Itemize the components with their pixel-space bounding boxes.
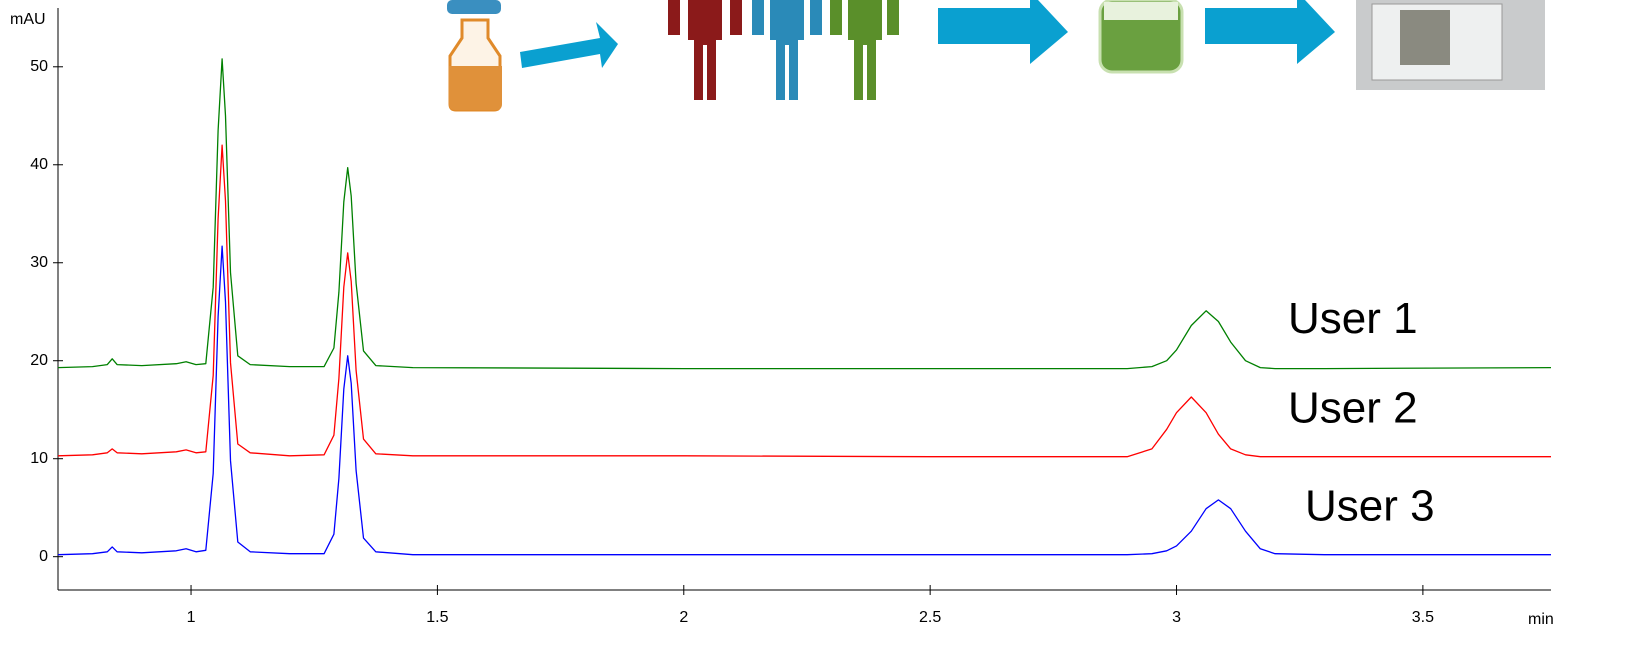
series-label: User 1 <box>1288 294 1418 343</box>
series-line <box>57 58 1552 370</box>
y-tick-label: 50 <box>30 58 48 75</box>
x-tick-label: 1 <box>187 609 196 626</box>
y-tick-label: 20 <box>30 352 48 369</box>
y-tick-label: 0 <box>39 548 48 565</box>
arrow <box>520 22 618 68</box>
x-tick-label: 1.5 <box>426 609 448 626</box>
series-line <box>57 245 1551 556</box>
series-line <box>57 144 1551 458</box>
arrow <box>1205 0 1335 64</box>
arms-green <box>830 0 899 35</box>
x-axis-label: min <box>1528 611 1554 628</box>
x-tick-label: 3 <box>1172 609 1181 626</box>
x-tick-label: 2 <box>679 609 688 626</box>
y-tick-label: 30 <box>30 254 48 271</box>
arrow <box>938 0 1068 64</box>
x-tick-label: 3.5 <box>1412 609 1434 626</box>
instrument-part <box>1400 10 1450 65</box>
bottle-blue <box>447 0 501 14</box>
arms-blue <box>752 0 822 35</box>
person-blue <box>770 0 804 100</box>
bottle-liquid <box>449 66 502 110</box>
y-axis-label: mAU <box>10 11 46 28</box>
y-tick-label: 10 <box>30 450 48 467</box>
workflow-illustration <box>447 0 1545 112</box>
y-tick-label: 40 <box>30 156 48 173</box>
vial-top <box>1104 2 1178 20</box>
series-label: User 2 <box>1288 383 1418 432</box>
x-tick-label: 2.5 <box>919 609 941 626</box>
series-label: User 3 <box>1305 481 1435 530</box>
arms-red <box>668 0 742 35</box>
person-red <box>688 0 722 100</box>
person-green <box>848 0 882 100</box>
